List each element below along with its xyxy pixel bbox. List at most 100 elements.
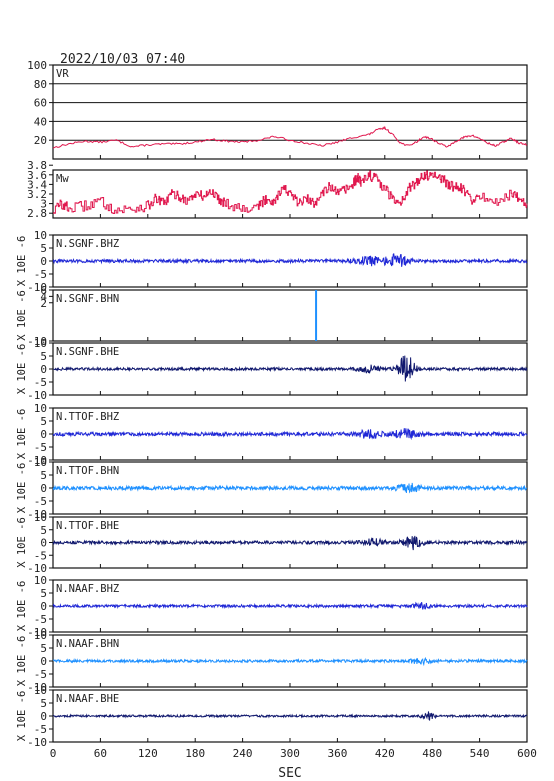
series-line	[53, 170, 528, 214]
y-axis-label: X 10E -6	[16, 463, 28, 514]
panel-label: N.TTOF.BHE	[56, 520, 119, 532]
y-tick-label: 5	[40, 587, 47, 600]
panel-label: N.TTOF.BHZ	[56, 411, 119, 423]
panel-label: N.NAAF.BHE	[56, 693, 119, 705]
series-line	[52, 125, 528, 149]
panel-label: N.SGNF.BHN	[56, 293, 119, 305]
x-tick-label: 420	[375, 747, 395, 760]
y-tick-label: 5	[40, 469, 47, 482]
y-tick-label: 5	[40, 242, 47, 255]
y-tick-label: 5	[40, 350, 47, 363]
x-tick-label: 60	[94, 747, 107, 760]
y-tick-label: 2	[40, 297, 47, 310]
waveform-trace	[52, 656, 528, 667]
y-axis-label: X 10E -6	[16, 581, 28, 632]
y-tick-label: -10	[27, 335, 47, 348]
waveform-trace	[52, 535, 528, 551]
y-axis-label: X 10E -6	[16, 344, 28, 395]
y-tick-label: 4	[40, 290, 47, 303]
y-tick-label: 10	[34, 574, 47, 587]
y-tick-label: 3.6	[27, 169, 47, 182]
y-tick-label: -5	[34, 723, 47, 736]
y-tick-label: 0	[40, 363, 47, 376]
y-tick-label: 40	[34, 115, 47, 128]
y-tick-label: 0	[40, 428, 47, 441]
y-tick-label: 3.4	[27, 178, 47, 191]
waveform-trace	[52, 601, 528, 610]
y-tick-label: 0	[40, 600, 47, 613]
chart-title: 2022/10/03 07:40	[60, 52, 185, 67]
y-tick-label: -5	[34, 613, 47, 626]
y-tick-label: 10	[34, 511, 47, 524]
y-tick-label: 10	[34, 337, 47, 350]
panels-group: 20406080100VR2.833.23.43.63.8Mw-10-50510…	[16, 59, 528, 749]
panel-label: N.SGNF.BHE	[56, 346, 119, 358]
panel-n-sgnf-bhn: -10 246 N.SGNF.BHN X 10E -6	[16, 284, 528, 348]
y-tick-label: 3.8	[27, 159, 47, 172]
panel-label: Mw	[56, 173, 69, 185]
y-tick-label: -5	[34, 376, 47, 389]
y-tick-label: -5	[34, 668, 47, 681]
y-tick-label: -10	[27, 454, 47, 467]
y-tick-label: 20	[34, 134, 47, 147]
y-tick-label: -5	[34, 549, 47, 562]
y-tick-label: -5	[34, 441, 47, 454]
x-tick-label: 180	[185, 747, 205, 760]
panel-vr: 20 40 60 80 100 VR	[27, 59, 528, 160]
y-tick-label: 10	[34, 456, 47, 469]
y-tick-label: 3.2	[27, 188, 47, 201]
x-tick-label: 240	[233, 747, 253, 760]
y-tick-label: 6	[40, 284, 47, 297]
y-tick-label: -10	[27, 681, 47, 694]
y-tick-label: 10	[34, 629, 47, 642]
panel-label: N.NAAF.BHZ	[56, 583, 119, 595]
y-tick-label: 0	[40, 537, 47, 550]
y-tick-label: 5	[40, 524, 47, 537]
y-tick-label: 10	[34, 684, 47, 697]
y-tick-label: 80	[34, 78, 47, 91]
y-axis-label: X 10E -6	[16, 636, 28, 687]
waveform-trace	[52, 253, 528, 267]
x-tick-label: 300	[280, 747, 300, 760]
y-tick-label: -10	[27, 281, 47, 294]
x-tick-label: 120	[138, 747, 158, 760]
y-tick-label: 10	[34, 229, 47, 242]
y-tick-label: -5	[34, 268, 47, 281]
waveform-trace	[52, 428, 528, 441]
panel-frame	[52, 289, 528, 342]
y-tick-label: 10	[34, 402, 47, 415]
y-tick-label: 3	[40, 198, 47, 211]
y-tick-label: -10	[27, 562, 47, 575]
x-tick-label: 540	[470, 747, 490, 760]
waveform-trace	[52, 711, 528, 721]
y-tick-label: 0	[40, 482, 47, 495]
panel-label: N.NAAF.BHN	[56, 638, 119, 650]
panel-mw: 2.833.23.43.63.8 Mw	[27, 159, 528, 220]
x-tick-label: 480	[422, 747, 442, 760]
y-tick-label: 5	[40, 697, 47, 710]
panel-frame	[52, 64, 528, 160]
y-tick-label: -10	[27, 389, 47, 402]
y-tick-label: 100	[27, 59, 47, 72]
x-axis: 0 60 120 180 240 300 360 420 480 540 600	[50, 747, 537, 760]
panel-label: VR	[56, 68, 69, 80]
x-tick-label: 0	[50, 747, 57, 760]
x-tick-label: 600	[517, 747, 537, 760]
y-tick-label: -10	[27, 626, 47, 639]
x-tick-label: 360	[327, 747, 347, 760]
y-tick-label: -5	[34, 495, 47, 508]
waveform-trace	[52, 482, 528, 494]
y-tick-label: 2.8	[27, 207, 47, 220]
y-tick-label: 0	[40, 655, 47, 668]
y-tick-label: 5	[40, 415, 47, 428]
panel-label: N.TTOF.BHN	[56, 465, 119, 477]
waveform-trace	[53, 355, 528, 382]
y-tick-label: 5	[40, 642, 47, 655]
